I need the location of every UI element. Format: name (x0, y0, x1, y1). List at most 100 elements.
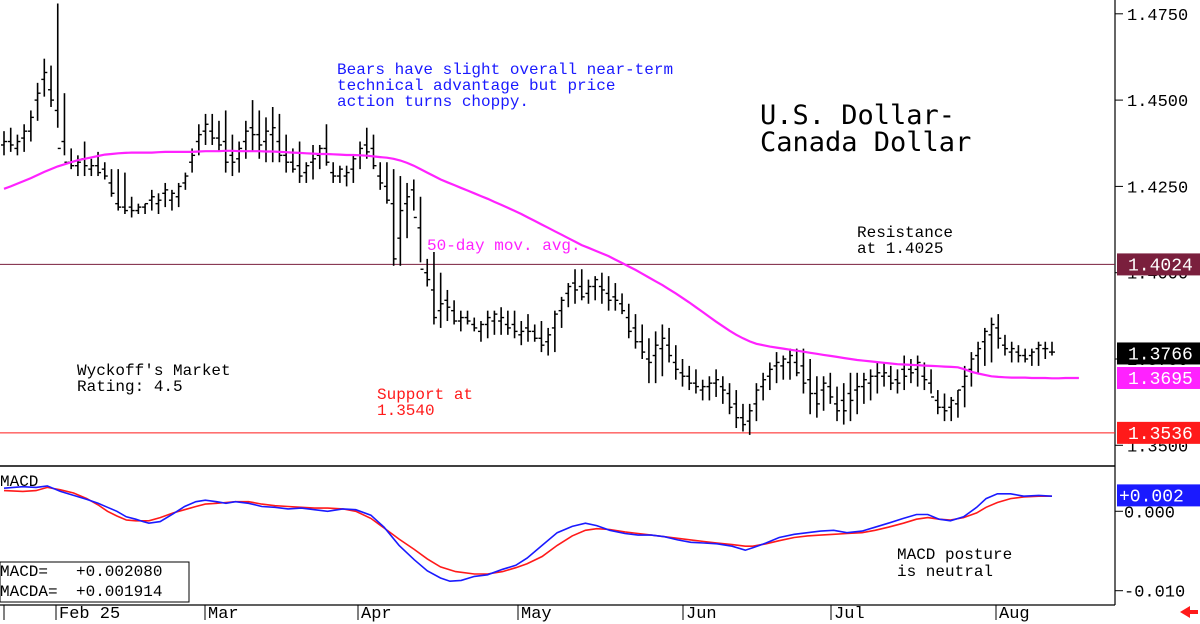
ohlc-bar (753, 383, 760, 422)
ohlc-bar (316, 144, 323, 170)
ohlc-bar (981, 327, 988, 366)
ohlc-bar (424, 258, 431, 287)
ohlc-bar (719, 376, 726, 404)
ohlc-bar (451, 300, 458, 325)
ohlc-bar (142, 202, 149, 215)
macda-readout-value: +0.001914 (76, 583, 162, 601)
macd-tag-box (1117, 484, 1200, 507)
ohlc-bar (1, 131, 7, 156)
ohlc-bar (404, 182, 411, 239)
date-label: Apr (361, 605, 392, 624)
ohlc-bar (525, 314, 531, 342)
date-axis: Feb 25 Mar Apr May Jun Jul Aug (0, 604, 1198, 624)
ohlc-bar (572, 269, 579, 304)
ohlc-bar (195, 124, 202, 156)
ohlc-bar (7, 127, 14, 152)
ohlc-bar (162, 182, 169, 208)
ohlc-bar (14, 134, 21, 156)
ohlc-bar (74, 155, 81, 177)
macd-readout-value: +0.002080 (76, 563, 162, 581)
ohlc-bar (894, 369, 901, 394)
ohlc-bar (336, 165, 343, 183)
ohlc-bar (928, 369, 935, 398)
ohlc-bar (531, 324, 538, 342)
ohlc-bar (464, 310, 471, 325)
ohlc-bar (155, 193, 162, 215)
price-tag: 1.3536 (1117, 421, 1200, 445)
ohlc-bar (108, 169, 115, 197)
wyckoff-rating-line-1: Wyckoff's Market (77, 362, 231, 380)
scroll-left-arrow-icon[interactable] (1180, 606, 1198, 618)
ohlc-bar (430, 251, 437, 325)
ohlc-bar (175, 182, 182, 208)
macd-readout-box: MACD= +0.002080 MACDA= +0.001914 (0, 561, 190, 603)
price-tag-label: 1.4024 (1128, 256, 1193, 276)
ohlc-bar (988, 317, 995, 363)
ohlc-bar (209, 113, 216, 145)
ohlc-bar (941, 393, 948, 422)
ohlc-bar (283, 134, 290, 173)
ohlc-bar (1028, 348, 1035, 366)
ohlc-bar (995, 314, 1002, 349)
macd-axis: 0.000 -0.010 (1115, 504, 1185, 603)
ohlc-bar (34, 82, 41, 121)
macd-tick-label: 0.000 (1124, 504, 1175, 523)
ohlc-bar (444, 289, 451, 322)
ohlc-bar (471, 317, 478, 332)
price-tag: 1.3695 (1117, 366, 1200, 390)
ohlc-bar (713, 369, 720, 397)
ohlc-bar (746, 403, 753, 435)
macd-readout-label: MACD= (0, 563, 48, 581)
ohlc-bar (202, 113, 209, 145)
ohlc-bar (874, 362, 881, 394)
resistance-annotation-line-2: at 1.4025 (857, 240, 943, 258)
ohlc-bar (652, 331, 659, 384)
ohlc-bar (128, 196, 135, 218)
ohlc-bar (54, 3, 61, 150)
ohlc-bar (968, 352, 975, 387)
ohlc-bar (115, 169, 122, 211)
support-annotation-line-2: 1.3540 (377, 402, 435, 420)
ohlc-bar (121, 172, 128, 215)
date-label: Feb 25 (59, 605, 120, 624)
ohlc-bar (760, 372, 767, 401)
ohlc-bar (1035, 341, 1042, 366)
ohlc-bar (330, 162, 337, 183)
ohlc-bar (417, 196, 424, 270)
ohlc-bar (363, 127, 370, 159)
date-label: Mar (208, 605, 239, 624)
date-label: Jun (686, 605, 717, 624)
ohlc-bar (383, 162, 390, 204)
date-label: May (521, 605, 552, 624)
ohlc-bar (1015, 345, 1022, 363)
ohlc-bar (182, 172, 189, 190)
ohlc-bar (61, 93, 68, 163)
moving-average-layer (3, 149, 1079, 380)
ohlc-bar (457, 310, 464, 332)
ohlc-bar (813, 376, 820, 418)
macd-readout-frame (0, 561, 190, 603)
ohlc-bar (343, 165, 350, 187)
ohlc-bar (780, 355, 787, 380)
price-tag-box (1117, 421, 1200, 444)
bears-annotation-line-3: action turns choppy. (337, 93, 529, 111)
ohlc-bar (410, 179, 417, 219)
ohlc-bar (881, 362, 888, 387)
ohlc-bar (907, 358, 914, 384)
ohlc-bar (726, 383, 733, 415)
ohlc-bar (706, 376, 713, 401)
ohlc-bar (323, 124, 330, 166)
macd-value-tag: +0.002 (1117, 484, 1200, 507)
price-tag-label: 1.3695 (1128, 370, 1193, 390)
ohlc-bar (249, 100, 256, 152)
ohlc-bar (437, 272, 444, 328)
ohlc-bar (498, 307, 505, 335)
ohlc-bar (491, 310, 498, 335)
ohlc-bar (148, 189, 155, 211)
bears-annotation-line-2: technical advantage but price (337, 77, 615, 95)
macd-line (3, 485, 1053, 583)
ohlc-bar (101, 162, 108, 180)
ohlc-bar (276, 113, 283, 163)
